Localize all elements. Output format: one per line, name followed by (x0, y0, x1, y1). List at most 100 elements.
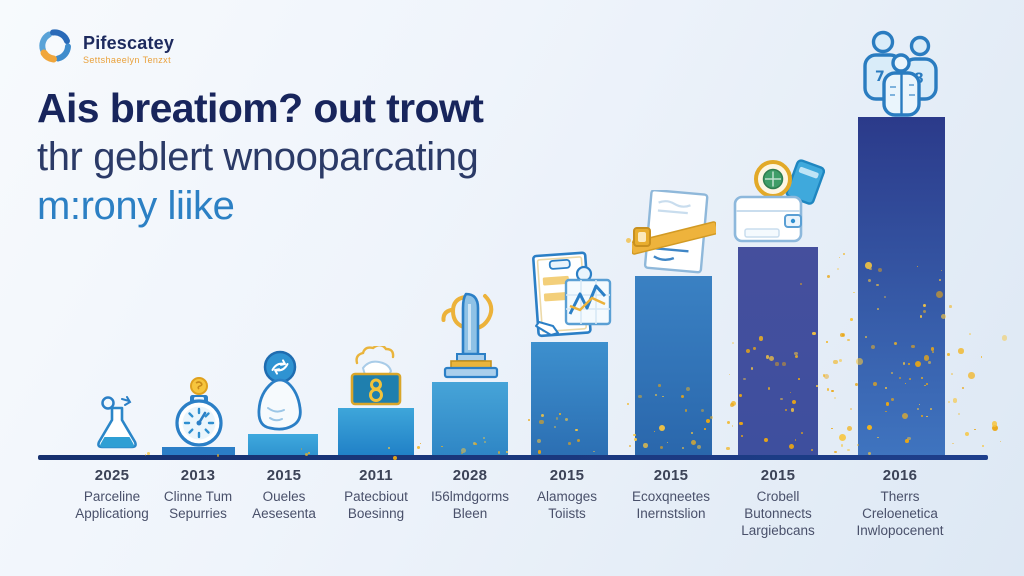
confetti-dot (527, 419, 530, 422)
confetti-dot (846, 426, 852, 432)
confetti-dot (565, 417, 569, 421)
confetti-dot (800, 282, 803, 285)
confetti-dot (798, 377, 800, 380)
confetti-dot (684, 409, 687, 412)
globe-swirl-logo-icon (36, 27, 74, 70)
caption-line: Ecoxqneetes (631, 489, 711, 504)
confetti-dot (949, 304, 952, 308)
logo-text: Pifescatey Settshaeelyn Tenzxt (83, 33, 174, 65)
column-label-8: 2015 Crobell Butonnects Largiebcans (703, 467, 853, 539)
confetti-dot (877, 436, 880, 439)
confetti-dot (867, 425, 873, 431)
confetti-dot (833, 450, 837, 454)
year-label: 2015 (549, 467, 585, 484)
confetti-dot (460, 447, 467, 454)
column-label-2: 2013 Clinne Tum Sepurries (123, 467, 273, 522)
confetti-dot (928, 360, 932, 364)
confetti-dot (872, 382, 877, 386)
confetti-dot (576, 438, 581, 443)
column-label-4: 2011 Patecbiout Boesinng (301, 467, 451, 522)
column-label-7: 2015 Ecoxqneetes Inernstslion (596, 467, 746, 522)
confetti-dot (633, 433, 636, 437)
confetti-dot (782, 362, 786, 366)
confetti-dot (951, 373, 954, 376)
confetti-dot (763, 437, 769, 443)
caption-line: Oueles (262, 489, 306, 504)
confetti-dot (554, 426, 557, 429)
confetti-dot (840, 444, 844, 447)
confetti-dot (393, 455, 398, 460)
confetti-dot (709, 415, 713, 419)
confetti-dot (857, 444, 860, 447)
confetti-dot (769, 356, 775, 362)
confetti-dot (924, 384, 926, 387)
confetti-dot (753, 347, 756, 350)
caption-line: Crobell (756, 489, 800, 504)
confetti-dot (991, 421, 997, 427)
confetti-dot (810, 449, 813, 452)
confetti-dot (847, 338, 851, 342)
caption-line: Clinne Tum (163, 489, 233, 504)
confetti-dot (916, 265, 919, 268)
confetti-dot (626, 238, 632, 244)
column-label-9: 2016 Therrs Creloenetica Inwlopocenent (825, 467, 975, 539)
year-label: 2015 (266, 467, 302, 484)
stopwatch-icon (167, 377, 231, 447)
confetti-dot (826, 388, 830, 391)
caption-line: Therrs (880, 489, 920, 504)
confetti-dot (505, 451, 508, 454)
year-label: 2015 (760, 467, 796, 484)
confetti-dot (388, 447, 391, 450)
confetti-dot (974, 428, 977, 431)
confetti-dot (593, 450, 595, 453)
confetti-dot (884, 387, 887, 390)
caption-line: Boesinng (347, 506, 405, 521)
confetti-dot (541, 414, 545, 418)
confetti-dot (483, 441, 486, 444)
flask-icon (91, 395, 143, 455)
caption-line: Sepurries (169, 506, 227, 521)
caption-line: I56lmdgorms (430, 489, 510, 504)
caption-line: Patecbiout (344, 489, 408, 504)
logo-tagline: Settshaeelyn Tenzxt (83, 54, 171, 65)
confetti-dot (831, 427, 834, 430)
confetti-dot (538, 419, 544, 425)
svg-text:7: 7 (875, 69, 885, 85)
money-bag-icon (254, 350, 312, 434)
caption-line: Bleen (452, 506, 488, 521)
confetti-dot (475, 443, 478, 446)
column-label-6: 2015 Alamoges Toiists (492, 467, 642, 522)
confetti-dot (700, 408, 705, 412)
bar-5 (432, 382, 508, 455)
caption-line: Alamoges (536, 489, 598, 504)
year-label: 2028 (452, 467, 488, 484)
caption-line: Aesesenta (252, 506, 316, 521)
confetti-dot (558, 413, 561, 416)
caption-line: Toiists (548, 506, 586, 521)
confetti-dot (846, 448, 850, 452)
confetti-dot (903, 362, 906, 365)
confetti-dot (685, 386, 691, 391)
confetti-dot (758, 336, 764, 341)
confetti-dot (908, 363, 911, 366)
confetti-dot (899, 377, 902, 380)
confetti-dot (967, 372, 975, 379)
confetti-dot (923, 309, 927, 314)
confetti-dot (902, 412, 909, 419)
confetti-dot (884, 410, 887, 413)
caption-line: Inwlopocenent (856, 523, 944, 538)
column-label-3: 2015 Oueles Aesesenta (209, 467, 359, 522)
confetti-dot (947, 353, 951, 357)
caption-line: Largiebcans (741, 523, 815, 538)
confetti-dot (680, 395, 684, 399)
baby-cash-icon (343, 344, 409, 408)
confetti-dot (910, 344, 915, 349)
confetti-dot (497, 451, 501, 454)
confetti-dot (482, 437, 485, 440)
confetti-dot (785, 409, 788, 412)
confetti-dot (743, 377, 746, 381)
confetti-dot (839, 433, 847, 442)
confetti-dot (461, 452, 464, 455)
confetti-dot (775, 362, 779, 366)
confetti-dot (930, 407, 932, 410)
